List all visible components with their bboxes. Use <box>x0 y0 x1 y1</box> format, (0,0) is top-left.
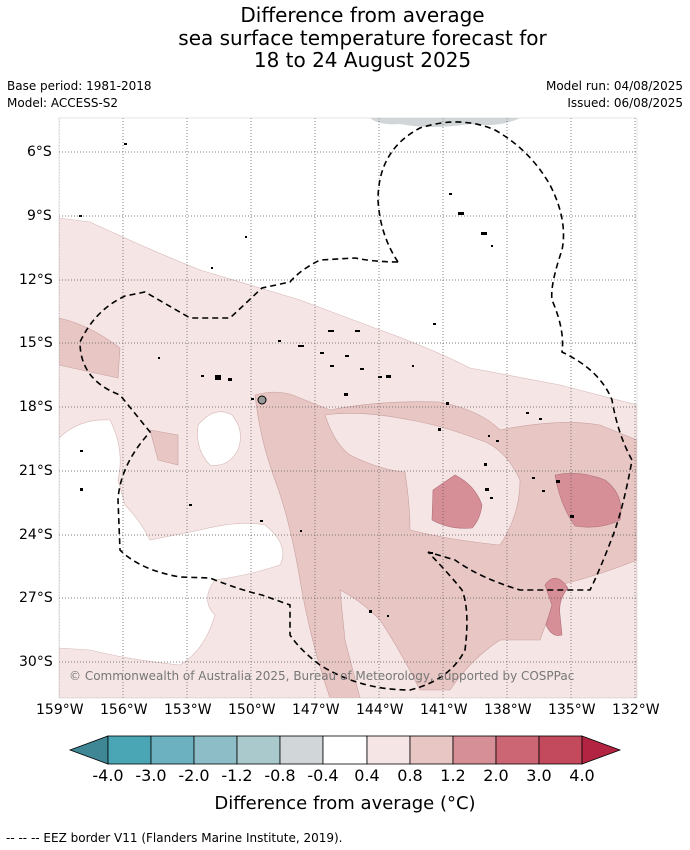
lat-tick-18s: 18°S <box>19 399 53 415</box>
model-name: Model: ACCESS-S2 <box>7 96 119 110</box>
lat-tick-24s: 24°S <box>19 527 53 543</box>
colorbar <box>68 735 622 765</box>
normal-area-southwest <box>59 419 284 666</box>
colorbar-bin <box>495 735 540 765</box>
colorbar-title: Difference from average (°C) <box>214 793 476 814</box>
eez-legend-note: -- -- -- EEZ border V11 (Flanders Marine… <box>6 831 343 845</box>
title-line-2: sea surface temperature forecast for <box>178 25 547 50</box>
lon-tick-156w: 156°W <box>100 702 148 718</box>
colorbar-label: 3.0 <box>526 766 552 785</box>
graticule <box>59 118 637 698</box>
normal-area-island <box>197 411 241 466</box>
lon-tick-153w: 153°W <box>164 702 212 718</box>
colorbar-label: -0.8 <box>264 766 296 785</box>
colorbar-label: -3.0 <box>135 766 167 785</box>
colorbar-bin <box>107 735 152 765</box>
colorbar-bin <box>538 735 583 765</box>
map-title: Difference from average sea surface temp… <box>0 4 690 72</box>
title-line-3: 18 to 24 August 2025 <box>253 48 472 72</box>
title-line-1: Difference from average <box>240 3 485 27</box>
lat-tick-9s: 9°S <box>27 208 52 224</box>
lat-tick-6s: 6°S <box>27 144 52 160</box>
lon-tick-135w: 135°W <box>548 702 596 718</box>
anomaly-1.2-2.0-south <box>544 577 569 636</box>
colorbar-label: -4.0 <box>92 766 124 785</box>
lat-tick-30s: 30°S <box>19 654 53 670</box>
lon-tick-147w: 147°W <box>292 702 340 718</box>
anomaly-0.8-1.2-west <box>59 317 121 379</box>
colorbar-label: 0.8 <box>397 766 423 785</box>
cool-patch <box>370 118 520 127</box>
anomaly-0.8-1.2-small <box>149 429 179 466</box>
lon-tick-144w: 144°W <box>356 702 404 718</box>
colorbar-bin <box>366 735 411 765</box>
islands <box>79 143 574 617</box>
eez-borders <box>79 121 633 691</box>
colorbar-bin <box>193 735 238 765</box>
anomaly-0.8-1.2-central <box>254 391 637 698</box>
base-period: Base period: 1981-2018 <box>7 79 152 93</box>
colorbar-label: -0.4 <box>307 766 339 785</box>
colorbar-label: 4.0 <box>569 766 595 785</box>
lat-tick-21s: 21°S <box>19 463 53 479</box>
lon-tick-159w: 159°W <box>36 702 84 718</box>
colorbar-label: -1.2 <box>221 766 253 785</box>
colorbar-bin <box>322 735 368 765</box>
lat-tick-15s: 15°S <box>19 335 53 351</box>
colorbar-label: 2.0 <box>483 766 509 785</box>
meta-right: Model run: 04/08/2025 Issued: 06/08/2025 <box>546 78 683 112</box>
issued-date: Issued: 06/08/2025 <box>567 96 683 110</box>
colorbar-extend-low <box>68 735 109 765</box>
lat-tick-12s: 12°S <box>19 272 53 288</box>
colorbar-bin <box>279 735 324 765</box>
meta-left: Base period: 1981-2018 Model: ACCESS-S2 <box>7 78 152 112</box>
anomaly-1.2-2.0-far-east <box>554 473 622 528</box>
colorbar-label: 1.2 <box>440 766 466 785</box>
lon-tick-150w: 150°W <box>228 702 276 718</box>
anomaly-1.2-2.0-east <box>431 474 483 529</box>
copyright-notice: © Commonwealth of Australia 2025, Bureau… <box>69 669 575 683</box>
lon-tick-141w: 141°W <box>420 702 468 718</box>
colorbar-label: -2.0 <box>178 766 210 785</box>
lon-tick-132w: 132°W <box>612 702 660 718</box>
model-run: Model run: 04/08/2025 <box>545 79 683 93</box>
colorbar-bin <box>150 735 195 765</box>
colorbar-bin <box>409 735 454 765</box>
colorbar-bin <box>452 735 497 765</box>
colorbar-bin <box>236 735 281 765</box>
map-field <box>59 118 637 698</box>
lon-tick-138w: 138°W <box>484 702 532 718</box>
colorbar-label: 0.4 <box>354 766 380 785</box>
island-tahiti <box>257 395 267 405</box>
colorbar-extend-high <box>581 735 622 765</box>
map-frame <box>58 117 638 699</box>
lat-tick-27s: 27°S <box>19 590 53 606</box>
